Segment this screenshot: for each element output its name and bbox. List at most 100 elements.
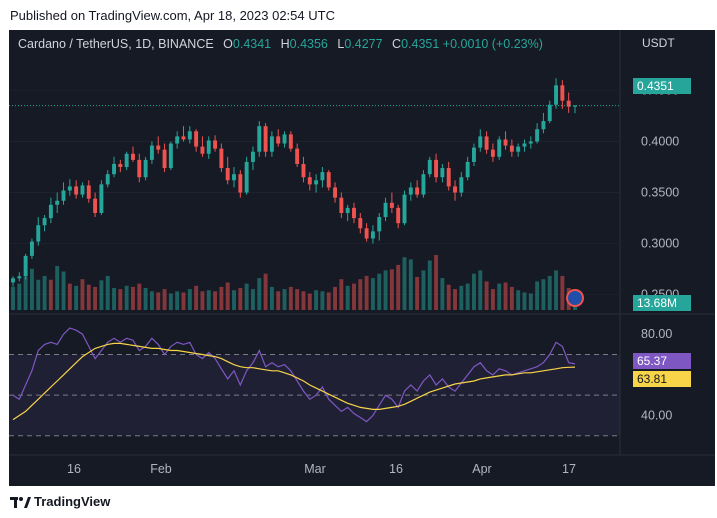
volume-bar — [522, 292, 527, 310]
volume-bar — [333, 286, 338, 310]
candle-body — [149, 145, 154, 160]
time-tick-label: 17 — [562, 462, 576, 476]
volume-bar — [99, 280, 104, 310]
volume-bar — [168, 293, 173, 310]
volume-bar — [225, 282, 230, 310]
candle-body — [23, 255, 28, 277]
candle-body — [131, 153, 135, 160]
legend-change: +0.0010 (+0.23%) — [442, 37, 543, 51]
volume-bar — [118, 289, 123, 310]
rsi-tick-label: 40.00 — [641, 408, 672, 422]
candle-body — [36, 225, 41, 242]
candle-body — [206, 140, 211, 154]
volume-bar — [478, 270, 483, 310]
candle-body — [181, 136, 186, 140]
legend-close-value: 0.4351 — [401, 37, 440, 51]
volume-bar — [187, 289, 192, 310]
candle-body — [93, 198, 98, 213]
volume-bar — [42, 275, 47, 310]
volume-bar — [503, 282, 508, 310]
volume-bar — [408, 259, 413, 310]
legend-open-value: 0.4341 — [232, 37, 272, 51]
candle-body — [352, 207, 356, 219]
candle-body — [307, 177, 312, 185]
candle-body — [118, 163, 123, 168]
candle-body — [250, 151, 255, 162]
candle-body — [295, 148, 300, 164]
currency-label: USDT — [642, 36, 675, 50]
candle-body — [162, 149, 167, 169]
volume-bar — [238, 288, 243, 310]
candle-body — [541, 121, 546, 130]
volume-bar — [67, 283, 72, 310]
volume-bar — [427, 260, 432, 310]
volume-bar — [370, 278, 375, 310]
candle-body — [225, 168, 230, 181]
volume-bar — [156, 292, 161, 310]
candle-body — [257, 126, 262, 152]
volume-bar — [232, 290, 236, 310]
rsi-value-tag: 65.37 — [633, 353, 691, 369]
volume-bar — [276, 291, 281, 310]
candle-body — [434, 159, 439, 178]
candle-body — [105, 174, 110, 185]
volume-bar — [560, 275, 565, 310]
candle-body — [396, 207, 401, 224]
volume-bar — [244, 283, 249, 310]
candle-body — [427, 159, 432, 175]
candle-body — [453, 186, 457, 193]
tradingview-logo-icon — [10, 497, 31, 508]
volume-bar — [288, 286, 293, 310]
volume-tag: 13.68M — [633, 295, 691, 311]
volume-bar — [162, 289, 167, 310]
candle-body — [175, 136, 180, 144]
candle-body — [440, 168, 445, 178]
candle-body — [345, 207, 350, 213]
candle-body — [99, 184, 104, 213]
candle-body — [219, 148, 224, 169]
candle-body — [168, 143, 173, 169]
candle-body — [389, 202, 394, 208]
legend-low-label: L — [337, 37, 345, 51]
candle-body — [86, 185, 91, 199]
candle-body — [200, 146, 205, 154]
candle-body — [478, 136, 483, 148]
candle-body — [194, 131, 199, 147]
time-tick-label: 16 — [389, 462, 403, 476]
candle-body — [547, 104, 552, 122]
volume-bar — [282, 289, 287, 310]
volume-bar — [402, 257, 407, 310]
volume-bar — [295, 289, 300, 310]
volume-bar — [345, 285, 350, 310]
candle-body — [48, 204, 53, 219]
candle-body — [358, 218, 363, 229]
volume-bar — [434, 255, 439, 310]
volume-bar — [11, 286, 15, 310]
volume-bar — [105, 275, 110, 310]
candle-body — [364, 228, 369, 239]
candle-body — [11, 278, 15, 283]
candle-body — [554, 85, 559, 105]
volume-bar — [23, 277, 28, 310]
volume-bar — [554, 270, 559, 310]
candle-body — [566, 100, 571, 107]
volume-bar — [137, 283, 142, 310]
candle-body — [156, 145, 161, 150]
volume-bar — [314, 290, 319, 310]
candle-body — [465, 161, 470, 178]
candle-body — [74, 186, 79, 195]
volume-bar — [364, 275, 369, 310]
chart-svg[interactable]: 0.45000.40000.35000.30000.250080.0040.00… — [9, 30, 715, 486]
chart-area[interactable]: 0.45000.40000.35000.30000.250080.0040.00… — [9, 30, 715, 486]
candle-body — [333, 187, 338, 198]
rsi-ma-line — [12, 342, 576, 421]
volume-bar — [358, 279, 363, 310]
candle-body — [263, 126, 268, 152]
time-tick-label: Apr — [472, 462, 491, 476]
candle-body — [573, 105, 577, 107]
last-price-tag: 0.4351 — [633, 78, 691, 94]
volume-bar — [80, 279, 85, 310]
candle-body — [112, 163, 116, 175]
volume-bar — [301, 291, 306, 310]
volume-bar — [472, 273, 476, 310]
